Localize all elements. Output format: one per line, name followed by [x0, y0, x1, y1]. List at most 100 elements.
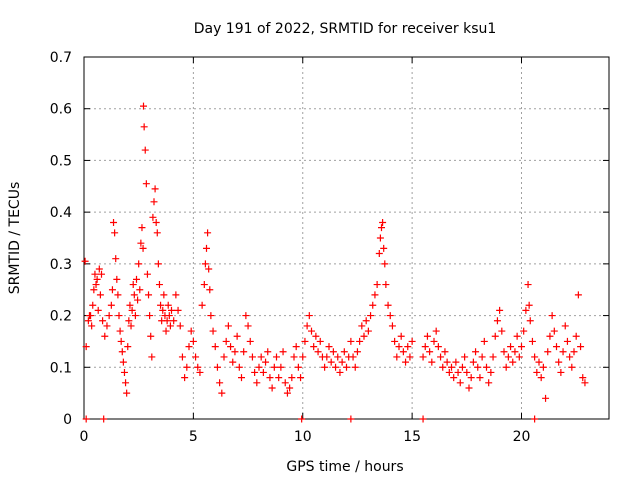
data-point — [101, 332, 109, 340]
data-point — [356, 337, 364, 345]
data-point — [386, 312, 394, 320]
data-series — [81, 102, 589, 423]
data-point — [298, 415, 306, 423]
data-point — [314, 348, 322, 356]
data-point — [111, 229, 119, 237]
data-point — [224, 322, 232, 330]
data-point — [502, 363, 510, 371]
data-point — [174, 306, 182, 314]
x-axis-label: GPS time / hours — [286, 459, 403, 475]
data-point — [526, 317, 534, 325]
data-point — [288, 374, 296, 382]
data-point — [251, 368, 259, 376]
data-point — [577, 343, 585, 351]
data-point — [310, 343, 318, 351]
data-point — [146, 312, 154, 320]
y-tick-label: 0.3 — [50, 257, 72, 273]
data-point — [419, 353, 427, 361]
data-point — [136, 286, 144, 294]
data-point — [404, 343, 412, 351]
data-point — [209, 327, 217, 335]
data-point — [299, 353, 307, 361]
data-point — [187, 327, 195, 335]
data-point — [157, 301, 165, 309]
data-point — [98, 270, 105, 278]
data-point — [235, 363, 243, 371]
data-point — [290, 353, 298, 361]
data-point — [126, 301, 134, 309]
data-point — [500, 348, 508, 356]
data-point — [533, 368, 541, 376]
data-point — [465, 384, 473, 392]
data-point — [323, 353, 331, 361]
data-point — [364, 327, 372, 335]
data-point — [82, 343, 90, 351]
data-point — [200, 281, 208, 289]
x-tick-label: 15 — [403, 429, 421, 445]
data-point — [581, 379, 589, 387]
data-point — [338, 358, 346, 366]
data-point — [268, 384, 276, 392]
data-point — [117, 337, 125, 345]
data-point — [122, 379, 130, 387]
data-point — [163, 317, 171, 325]
data-point — [154, 260, 162, 268]
data-point — [127, 322, 135, 330]
data-point — [448, 363, 455, 371]
data-point — [478, 353, 486, 361]
data-point — [493, 317, 501, 325]
data-point — [476, 374, 484, 382]
data-point — [559, 348, 567, 356]
data-point — [463, 368, 471, 376]
data-point — [94, 306, 102, 314]
data-point — [112, 255, 120, 263]
data-point — [213, 363, 221, 371]
data-point — [419, 415, 427, 423]
data-point — [139, 244, 147, 252]
data-point — [107, 301, 115, 309]
data-point — [441, 348, 449, 356]
data-point — [155, 281, 163, 289]
data-point — [110, 218, 118, 226]
data-point — [360, 332, 368, 340]
data-point — [165, 312, 173, 320]
data-point — [378, 224, 385, 232]
data-point — [148, 353, 156, 361]
data-point — [487, 368, 495, 376]
data-point — [108, 286, 116, 294]
data-point — [568, 363, 576, 371]
y-tick-label: 0.7 — [50, 50, 72, 66]
data-point — [546, 332, 554, 340]
data-point — [491, 332, 499, 340]
data-point — [518, 343, 525, 351]
data-point — [176, 322, 184, 330]
data-point — [99, 317, 107, 325]
data-point — [164, 301, 172, 309]
data-point — [114, 291, 122, 299]
data-point — [376, 234, 384, 242]
data-point — [198, 301, 206, 309]
data-point — [138, 224, 146, 232]
data-point — [452, 358, 460, 366]
data-point — [119, 358, 127, 366]
y-tick-label: 0.6 — [50, 102, 72, 118]
data-point — [273, 353, 280, 361]
data-point — [423, 332, 431, 340]
data-point — [160, 291, 168, 299]
data-point — [432, 327, 440, 335]
data-point — [203, 244, 210, 252]
data-point — [118, 348, 126, 356]
data-point — [391, 337, 399, 345]
y-tick-label: 0.5 — [50, 153, 72, 169]
data-point — [375, 250, 383, 258]
data-point — [301, 337, 309, 345]
data-point — [498, 327, 506, 335]
data-point — [426, 348, 434, 356]
data-point — [408, 337, 416, 345]
data-point — [151, 185, 159, 193]
data-point — [204, 229, 212, 237]
data-point — [294, 363, 302, 371]
data-point — [430, 337, 438, 345]
data-point — [469, 358, 477, 366]
data-point — [123, 389, 131, 397]
